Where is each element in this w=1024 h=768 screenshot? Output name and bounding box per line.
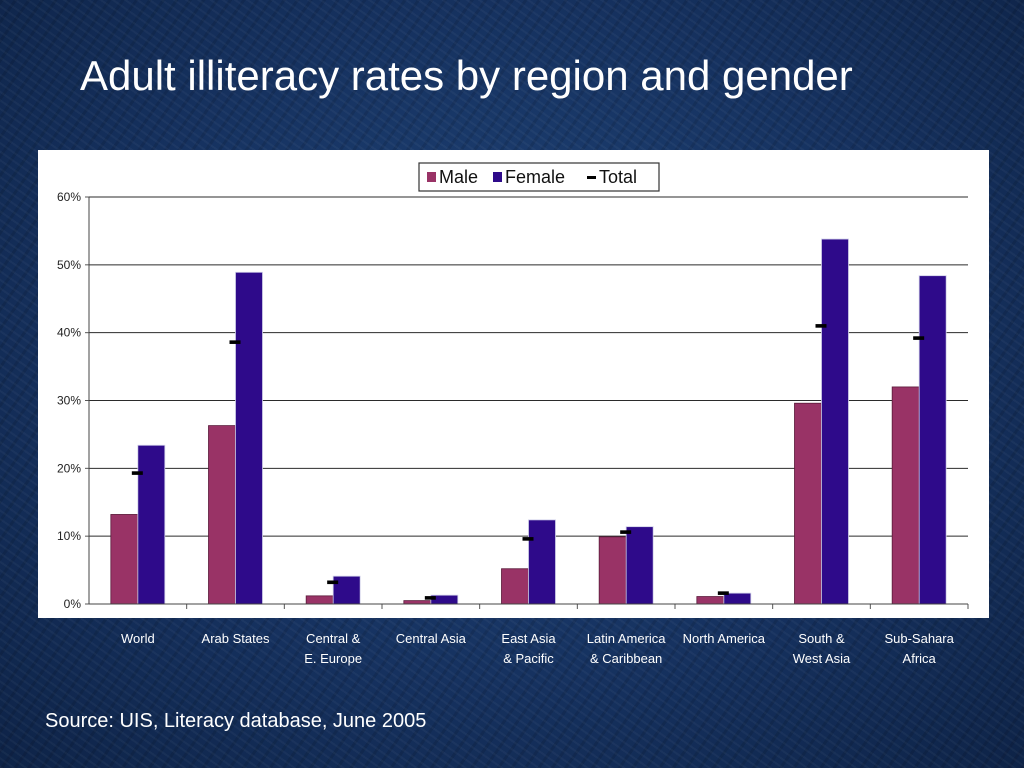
legend-label-total: Total (599, 167, 637, 187)
category-label-line: North America (682, 631, 766, 646)
bar-female (235, 271, 263, 605)
bar-male (110, 514, 139, 605)
category-label-line (683, 649, 765, 669)
legend-swatch-male (427, 172, 436, 182)
bar-male (403, 600, 432, 605)
slide-title: Adult illiteracy rates by region and gen… (80, 52, 853, 99)
chart-panel: 0% 10% 20% 30% 40% 50% 60% Male Female Total (38, 150, 989, 618)
bar-female (332, 575, 361, 605)
category-label-line: World (120, 631, 155, 646)
category-label: Central Asia (396, 629, 466, 669)
y-tick-label: 50% (57, 258, 81, 272)
category-label-line: Latin America (586, 631, 666, 646)
y-tick-label: 20% (57, 461, 81, 475)
bar-male (598, 536, 627, 605)
source-note: Source: UIS, Literacy database, June 200… (45, 710, 427, 732)
category-label: East Asia & Pacific (501, 629, 555, 669)
axes (88, 197, 968, 605)
category-label: Arab States (202, 629, 270, 669)
y-tick-label: 60% (57, 190, 81, 204)
category-label-line: E. Europe (304, 651, 363, 666)
category-label: South & West Asia (793, 629, 851, 669)
total-marker (913, 336, 925, 340)
legend-label-male: Male (439, 167, 478, 187)
legend-swatch-female (493, 172, 502, 182)
legend-box (418, 162, 660, 192)
category-label: World (121, 629, 155, 669)
bar-female (918, 275, 947, 605)
total-marker (131, 471, 143, 475)
category-label: Sub-Sahara Africa (884, 629, 953, 669)
bar-male (696, 596, 725, 605)
legend-label-female: Female (505, 167, 565, 187)
category-label-line: South & (798, 631, 845, 646)
legend-swatch-total (587, 176, 596, 179)
bar-female (137, 444, 166, 605)
total-marker (327, 580, 339, 585)
category-label-line: Central & (306, 631, 361, 646)
category-label-line: Central Asia (395, 631, 466, 646)
y-axis-ticks: 0% 10% 20% 30% 40% 50% 60% (57, 190, 89, 611)
category-label: Latin America & Caribbean (587, 629, 666, 669)
bar-female (821, 238, 849, 605)
category-label-line: Sub-Sahara (884, 631, 954, 646)
y-tick-label: 10% (57, 529, 81, 543)
category-label-line: Africa (902, 651, 936, 666)
y-tick-label: 0% (64, 597, 82, 611)
bar-male (208, 425, 236, 605)
category-label-line (396, 649, 466, 669)
category-label-line: & Caribbean (590, 651, 663, 666)
bars (110, 238, 947, 605)
category-label: North America (683, 629, 765, 669)
category-label-line (202, 649, 270, 669)
category-label-line: & Pacific (503, 651, 554, 666)
category-label-line (121, 649, 155, 669)
y-tick-label: 40% (57, 326, 81, 340)
total-marker (522, 537, 534, 541)
bar-male (891, 386, 920, 605)
y-tick-label: 30% (57, 394, 81, 408)
category-label-line: West Asia (792, 651, 851, 666)
bar-male (501, 568, 529, 605)
total-marker (815, 324, 827, 328)
legend: Male Female Total (418, 162, 660, 192)
bar-chart: 0% 10% 20% 30% 40% 50% 60% Male Female Total (57, 162, 969, 611)
total-marker (717, 591, 729, 595)
bar-female (625, 526, 654, 605)
category-label: Central & E. Europe (304, 629, 362, 669)
category-label-line: East Asia (501, 631, 556, 646)
category-label-line: Arab States (201, 631, 270, 646)
bar-male (794, 402, 822, 605)
total-marker (424, 596, 436, 600)
total-marker (229, 340, 241, 344)
bar-male (305, 595, 334, 605)
total-marker (620, 530, 632, 534)
total-markers (131, 324, 969, 609)
bar-female (528, 519, 556, 605)
